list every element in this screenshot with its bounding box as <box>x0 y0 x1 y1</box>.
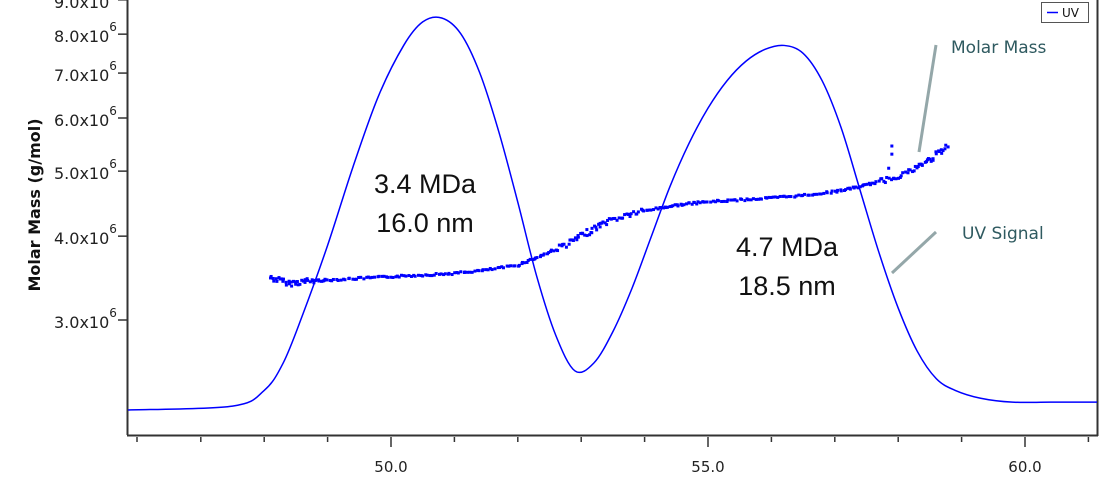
uv-signal-callout-line <box>890 230 938 275</box>
molar-mass-callout-line <box>917 44 938 153</box>
x-tick-label: 55.0 <box>691 458 724 476</box>
x-tick-label: 50.0 <box>374 458 407 476</box>
y-tick-label: 9.0x106 <box>54 0 117 12</box>
y-tick-label: 8.0x106 <box>54 20 117 46</box>
peak1-size-label: 16.0 nm <box>376 208 474 238</box>
legend-uv-label: UV <box>1062 6 1080 20</box>
molar-mass-callout: Molar Mass <box>951 38 1047 58</box>
y-tick-label: 5.0x106 <box>54 157 117 183</box>
y-tick-label: 4.0x106 <box>54 222 117 248</box>
y-axis-label: Molar Mass (g/mol) <box>25 118 44 291</box>
y-tick-label: 6.0x106 <box>54 104 117 130</box>
molar-mass-scatter <box>269 143 950 288</box>
y-tick-label: 3.0x106 <box>54 306 117 332</box>
peak2-size-label: 18.5 nm <box>738 271 836 301</box>
uv-signal-line <box>127 16 1097 411</box>
y-axis-ticks: 9.0x106 8.0x106 7.0x106 6.0x106 5.0x106 4.0x1… <box>54 0 127 332</box>
legend: UV <box>1041 2 1089 23</box>
x-axis-ticks: 50.0 55.0 60.0 <box>136 437 1090 476</box>
x-tick-label: 60.0 <box>1008 458 1041 476</box>
peak2-mass-label: 4.7 MDa <box>736 232 839 262</box>
y-tick-label: 7.0x106 <box>54 59 117 85</box>
axes <box>126 0 1099 437</box>
peak1-mass-label: 3.4 MDa <box>374 169 477 199</box>
uv-signal-callout: UV Signal <box>962 224 1044 244</box>
